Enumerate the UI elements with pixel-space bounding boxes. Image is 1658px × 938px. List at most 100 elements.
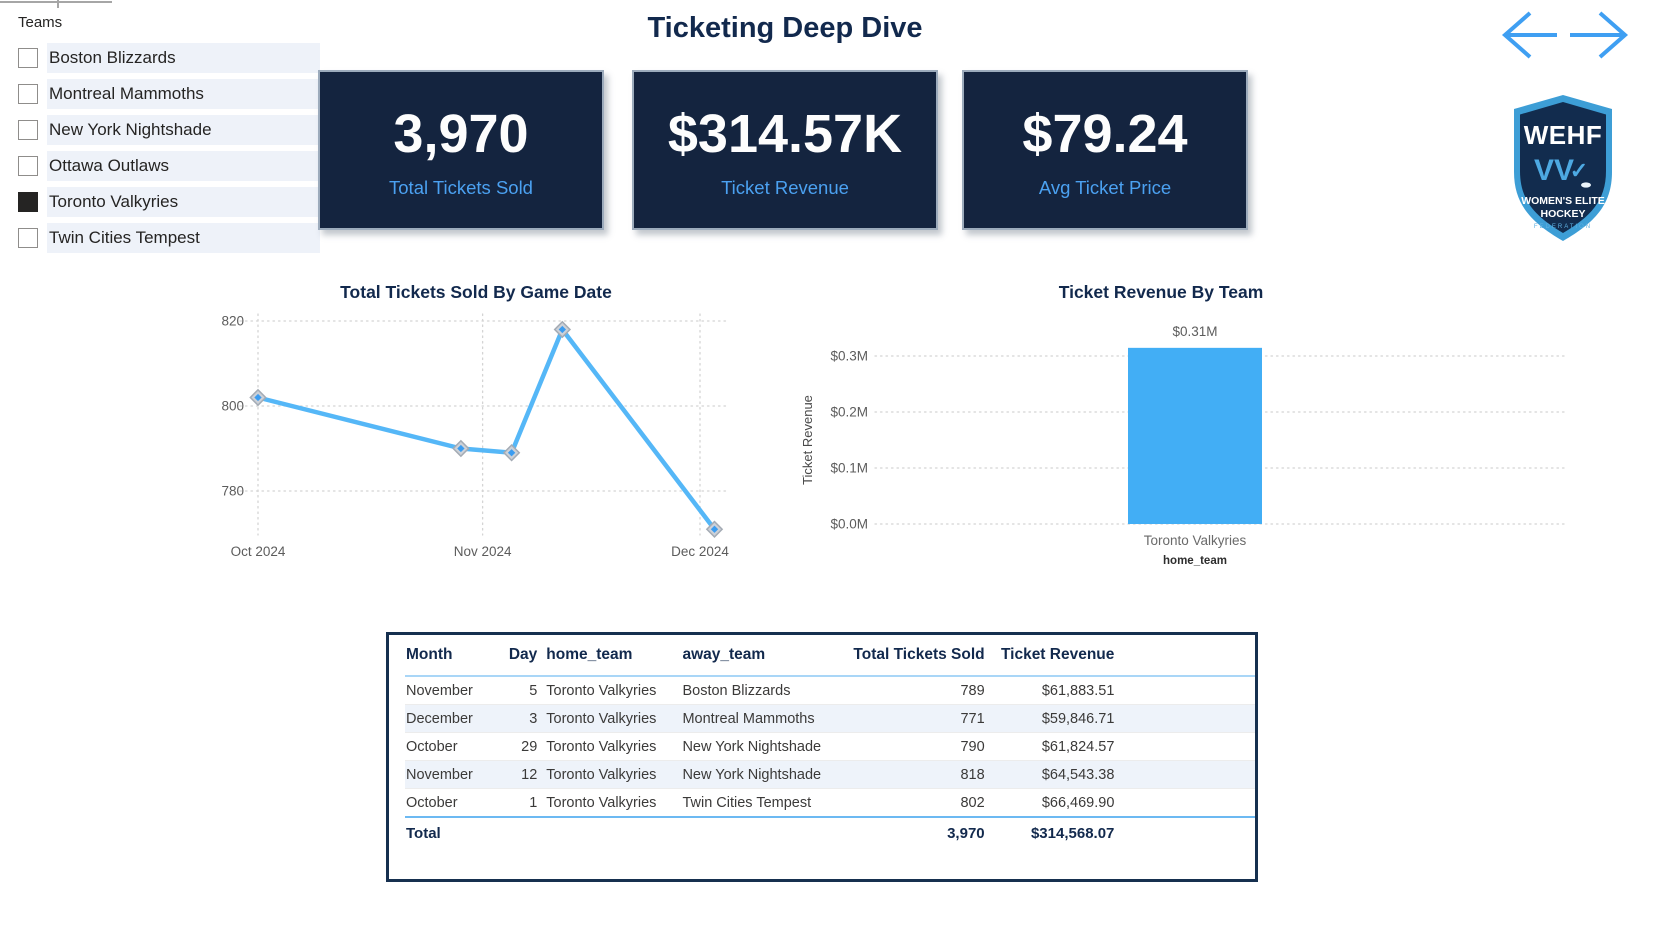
puck-icon [1581,182,1591,188]
table-total-row: Total 3,970 $314,568.07 [405,816,1255,848]
bar-chart-title: Ticket Revenue By Team [1058,282,1264,302]
table: Month Day home_team away_team Total Tickets … [405,635,1255,848]
table-cell: Toronto Valkyries [545,676,682,705]
table-cell: $61,824.57 [992,732,1123,761]
column-header[interactable]: away_team [681,635,853,677]
svg-text:780: 780 [221,484,244,499]
total-cell: $314,568.07 [992,816,1123,848]
total-cell [545,816,682,848]
table-cell: New York Nightshade [681,760,853,789]
total-cell [507,816,546,848]
scrollbar-tick [57,0,59,8]
svg-text:HOCKEY: HOCKEY [1541,208,1586,220]
teams-slicer: Teams Boston Blizzards Montreal Mammoths N… [18,14,320,259]
table-cell: 1 [507,788,546,818]
table-cell: Boston Blizzards [681,676,853,705]
table-cell: Toronto Valkyries [545,788,682,818]
svg-text:WEHF: WEHF [1524,120,1603,150]
svg-text:$0.31M: $0.31M [1172,324,1217,339]
svg-text:✓: ✓ [1570,158,1588,183]
table-cell: October [405,732,508,761]
total-cell [681,816,853,848]
svg-text:WOMEN'S ELITE: WOMEN'S ELITE [1521,195,1605,207]
svg-text:$0.0M: $0.0M [830,517,868,532]
column-header[interactable]: Day [507,635,546,677]
wehf-logo: WEHF VV ✓ WOMEN'S ELITE HOCKEY FEDERATIO… [1514,95,1612,241]
table-cell: 789 [852,676,993,705]
svg-text:Nov 2024: Nov 2024 [454,544,512,559]
table-cell: December [405,704,508,733]
kpi-card-ticket-revenue: $314.57K Ticket Revenue [632,70,938,230]
column-header[interactable]: Ticket Revenue [992,635,1123,677]
page-title: Ticketing Deep Dive [647,12,923,44]
table-row[interactable]: November 12 Toronto Valkyries New York Nigh… [405,760,1255,789]
slicer-item-boston-blizzards[interactable]: Boston Blizzards [18,43,320,73]
checkbox-checked[interactable] [18,192,38,212]
kpi-label: Avg Ticket Price [1038,177,1172,198]
shield-fill [1520,102,1606,233]
svg-text:820: 820 [221,314,244,329]
svg-text:$0.1M: $0.1M [830,461,868,476]
slicer-item-ottawa-outlaws[interactable]: Ottawa Outlaws [18,151,320,181]
slicer-item-twin-cities-tempest[interactable]: Twin Cities Tempest [18,223,320,253]
line-chart-title: Total Tickets Sold By Game Date [340,282,612,302]
svg-text:VV: VV [1534,154,1574,187]
slicer-item-new-york-nightshade[interactable]: New York Nightshade [18,115,320,145]
table-row[interactable]: October 1 Toronto Valkyries Twin Cities Tem… [405,788,1255,818]
svg-text:800: 800 [221,399,244,414]
checkbox-unchecked[interactable] [18,48,38,68]
table-row[interactable]: October 29 Toronto Valkyries New York Night… [405,732,1255,761]
table-cell: 802 [852,788,993,818]
table-cell: Toronto Valkyries [545,732,682,761]
table-cell: 790 [852,732,993,761]
tickets-by-date-line-chart[interactable]: 780 800 820 Oct 2024 Nov 2024 Dec 2024 [180,278,755,568]
data-point-marker[interactable] [452,439,470,458]
table-cell: Twin Cities Tempest [681,788,853,818]
svg-text:$0.2M: $0.2M [830,405,868,420]
table-cell: November [405,760,508,789]
table-cell: $64,543.38 [992,760,1123,789]
table-row[interactable]: December 3 Toronto Valkyries Montreal Mammo… [405,704,1255,733]
svg-text:Ticket Revenue: Ticket Revenue [800,395,815,485]
column-header[interactable]: home_team [545,635,682,677]
data-point-marker[interactable] [553,320,572,339]
checkbox-unchecked[interactable] [18,84,38,104]
kpi-value: $79.24 [1022,104,1188,164]
checkbox-unchecked[interactable] [18,156,38,176]
slicer-item-label: Toronto Valkyries [47,187,320,217]
table-cell: Montreal Mammoths [681,704,853,733]
svg-text:Toronto Valkyries: Toronto Valkyries [1144,533,1247,548]
table-header-row: Month Day home_team away_team Total Tickets … [405,635,1255,677]
svg-text:$0.3M: $0.3M [830,349,868,364]
table-cell: New York Nightshade [681,732,853,761]
data-point-marker[interactable] [502,444,521,462]
slicer-item-label: Boston Blizzards [47,43,320,73]
kpi-value: $314.57K [667,104,903,164]
revenue-by-team-bar-chart[interactable]: $0.0M $0.1M $0.2M $0.3M Ticket Revenue $0.31M… [795,278,1575,573]
slicer-item-toronto-valkyries[interactable]: Toronto Valkyries [18,187,320,217]
table-cell: 771 [852,704,993,733]
kpi-card-avg-ticket-price: $79.24 Avg Ticket Price [962,70,1248,230]
column-header[interactable]: Month [405,635,508,677]
table-row[interactable]: November 5 Toronto Valkyries Boston Blizzar… [405,676,1255,705]
checkbox-unchecked[interactable] [18,120,38,140]
column-header[interactable]: Total Tickets Sold [852,635,993,677]
slicer-title: Teams [18,14,63,31]
previous-page-arrow-icon[interactable] [1501,11,1557,59]
kpi-label: Ticket Revenue [721,177,849,198]
slicer-item-label: Twin Cities Tempest [47,223,320,253]
slicer-item-label: New York Nightshade [47,115,320,145]
revenue-bar[interactable] [1128,347,1262,524]
table-cell: 3 [507,704,546,733]
data-point-marker[interactable] [249,388,267,407]
slicer-item-montreal-mammoths[interactable]: Montreal Mammoths [18,79,320,109]
svg-text:Oct 2024: Oct 2024 [231,544,286,559]
table-cell: Toronto Valkyries [545,760,682,789]
table-cell: 29 [507,732,546,761]
checkbox-unchecked[interactable] [18,228,38,248]
games-table: Month Day home_team away_team Total Tickets … [386,632,1258,882]
table-cell: $59,846.71 [992,704,1123,733]
data-point-marker[interactable] [705,520,724,538]
next-page-arrow-icon[interactable] [1570,11,1629,59]
